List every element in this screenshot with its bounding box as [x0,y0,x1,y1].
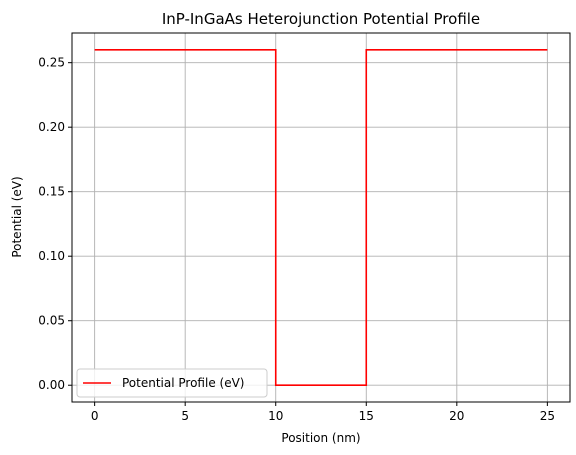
x-tick-label: 20 [449,409,464,423]
y-tick-label: 0.05 [38,314,65,328]
x-tick-label: 5 [181,409,189,423]
legend-box [76,368,268,398]
series-group [94,48,548,387]
x-axis: 0 5 10 15 20 25 [91,402,555,423]
legend: Potential Profile (eV) [76,368,268,398]
y-axis: 0.00 0.05 0.10 0.15 0.20 0.25 [38,56,72,392]
series-line [94,48,548,387]
y-tick-label: 0.10 [38,249,65,263]
chart-title: InP-InGaAs Heterojunction Potential Prof… [162,10,480,28]
y-tick-label: 0.15 [38,185,65,199]
y-axis-label: Potential (eV) [10,176,24,257]
legend-label: Potential Profile (eV) [122,376,244,390]
y-tick-label: 0.25 [38,56,65,70]
y-tick-label: 0.00 [38,378,65,392]
x-tick-label: 10 [268,409,283,423]
x-tick-label: 15 [359,409,374,423]
plot-frame [71,32,571,403]
x-tick-label: 25 [540,409,555,423]
y-tick-label: 0.20 [38,120,65,134]
plot-area [72,33,570,402]
x-tick-label: 0 [91,409,99,423]
x-axis-label: Position (nm) [281,431,360,445]
